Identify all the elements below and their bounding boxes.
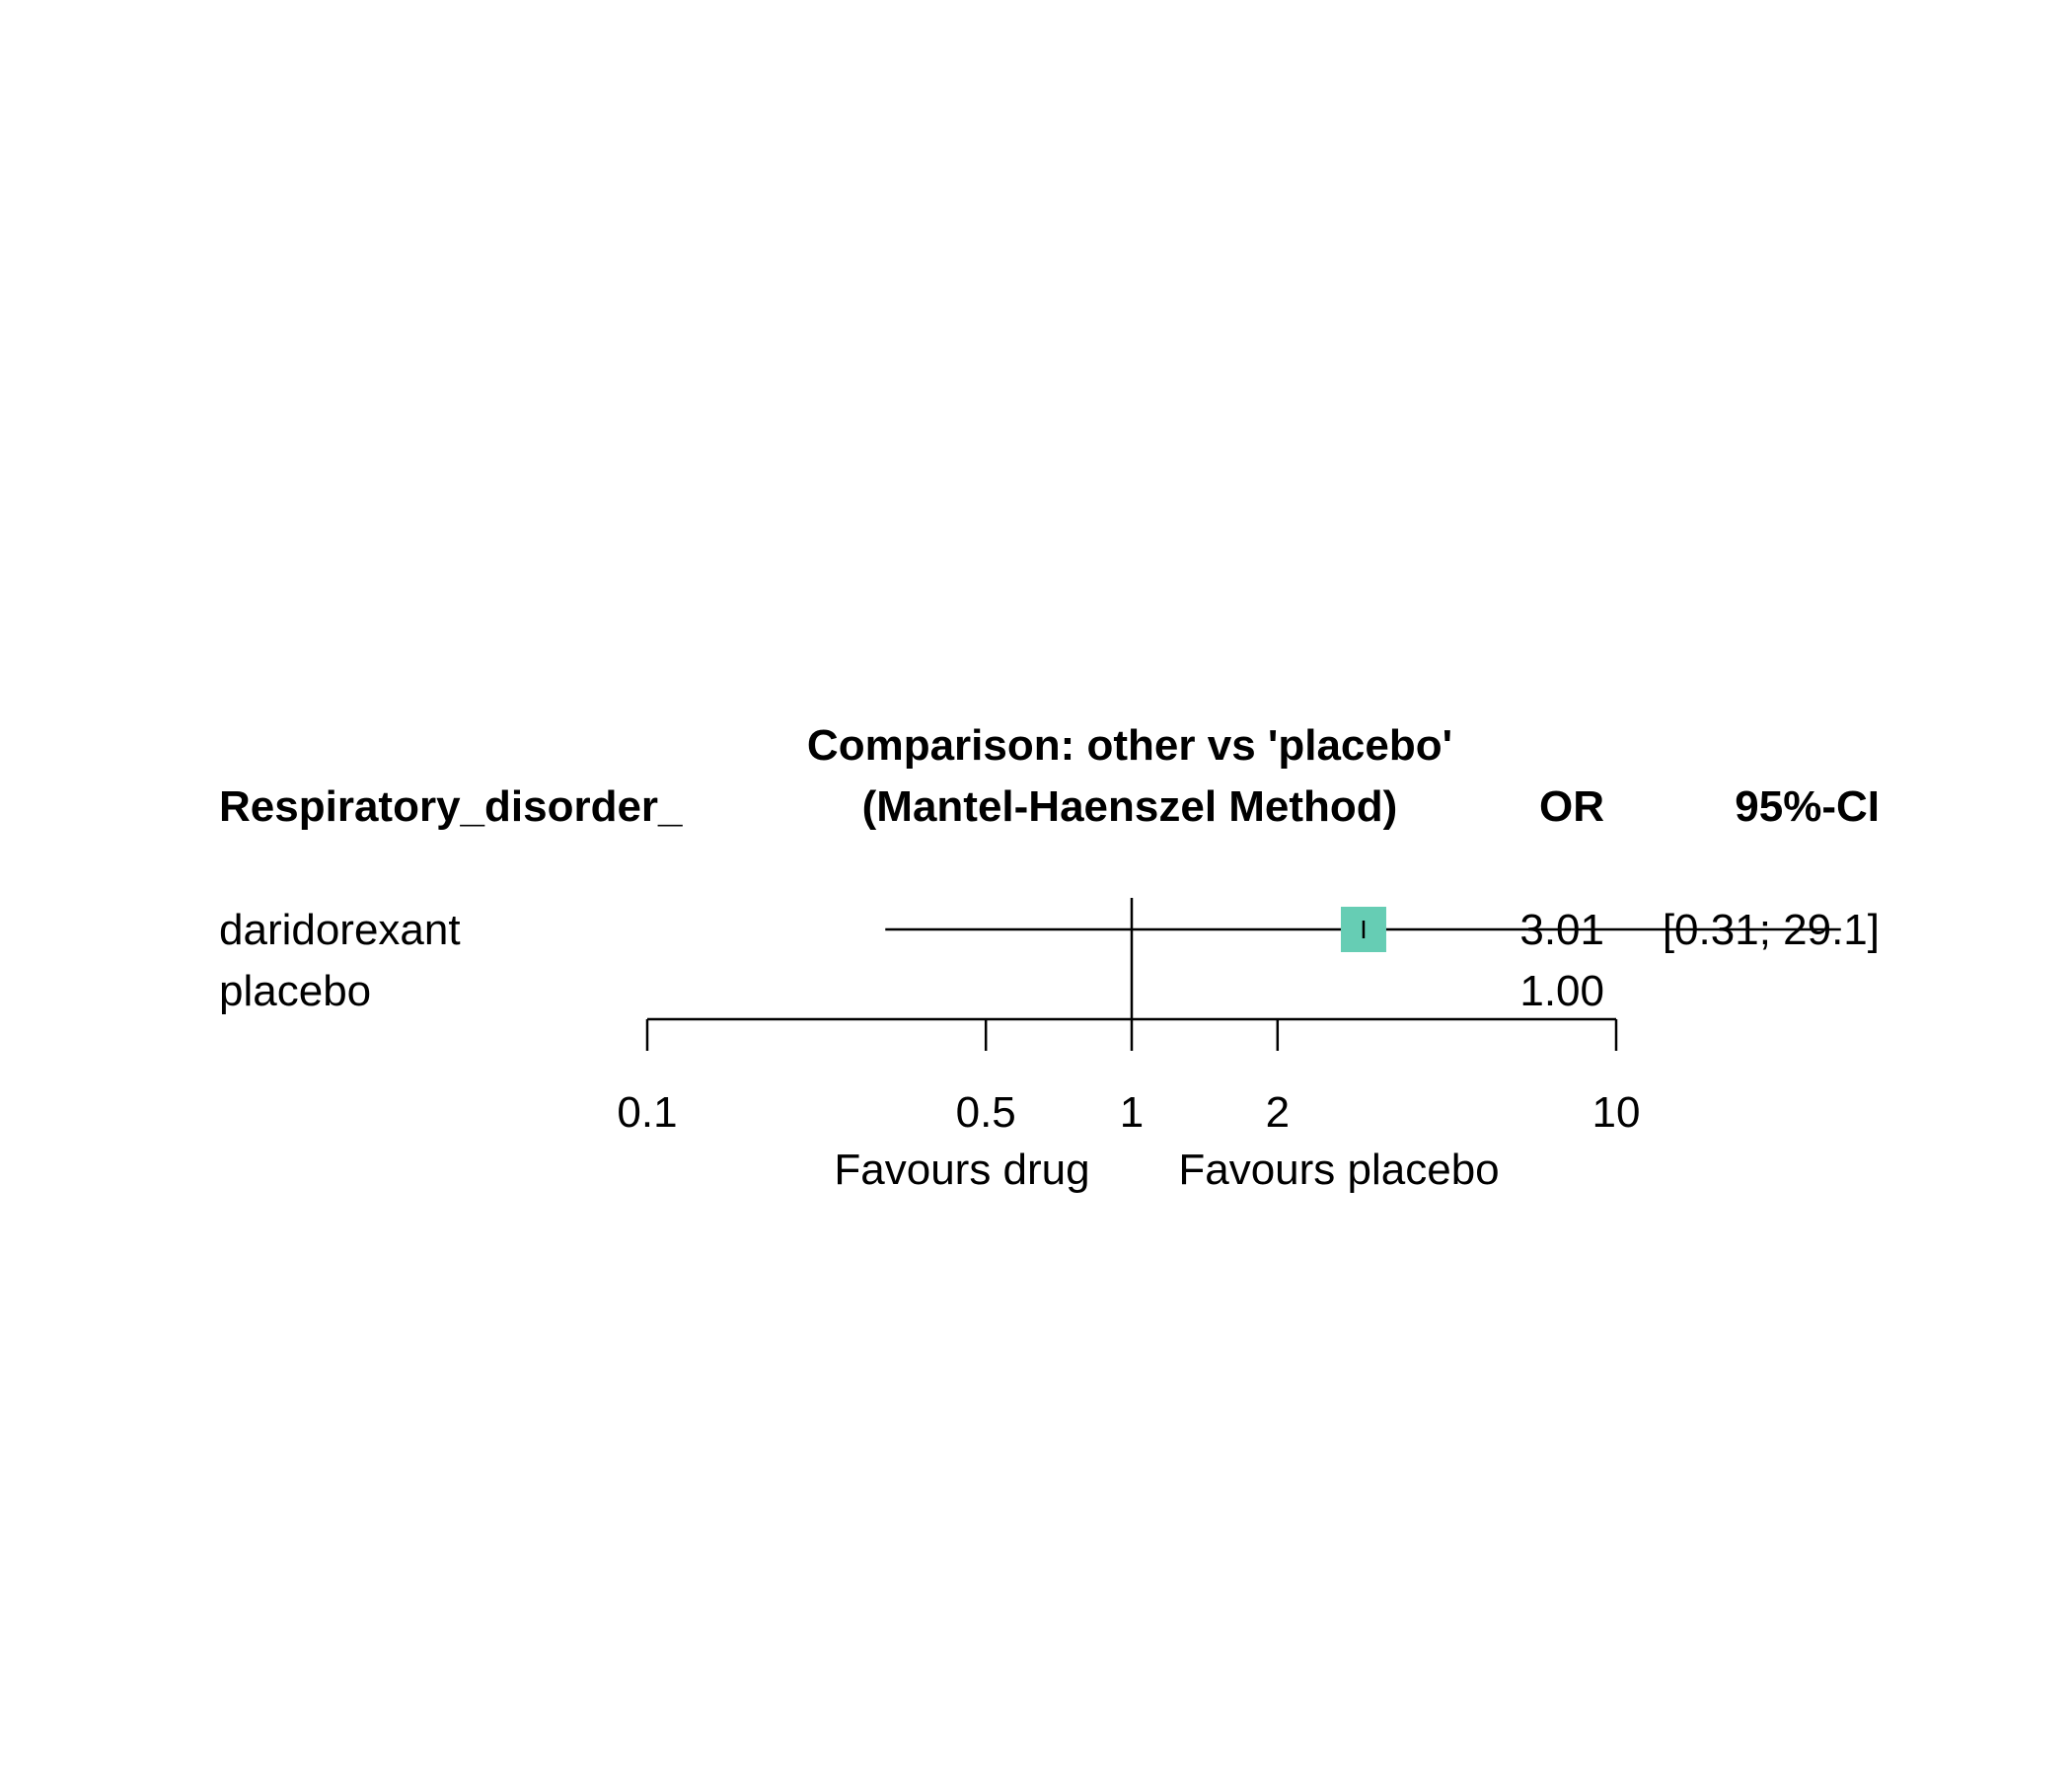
row-or-value: 1.00: [1519, 967, 1604, 1015]
x-tick-label: 1: [1120, 1088, 1144, 1137]
row-label: daridorexant: [219, 906, 461, 954]
chart-subtitle: (Mantel-Haenszel Method): [862, 782, 1398, 831]
x-tick-label: 10: [1592, 1088, 1641, 1137]
row-ci-value: [0.31; 29.1]: [1663, 906, 1880, 954]
header-label: Respiratory_disorder_: [219, 782, 683, 831]
x-tick-label: 0.1: [617, 1088, 677, 1137]
x-tick-label: 0.5: [956, 1088, 1016, 1137]
plot-area: daridorexant 3.01 [0.31; 29.1] placebo 1.00 0…: [219, 898, 1880, 1137]
favours-left-label: Favours drug: [834, 1146, 1089, 1194]
row-or-value: 3.01: [1519, 906, 1604, 954]
favours-right-label: Favours placebo: [1178, 1146, 1499, 1194]
header-estimate: OR: [1539, 782, 1604, 831]
x-tick-label: 2: [1266, 1088, 1290, 1137]
row-label: placebo: [219, 967, 371, 1015]
chart-title: Comparison: other vs 'placebo': [807, 721, 1452, 770]
header-ci: 95%-CI: [1735, 782, 1880, 831]
